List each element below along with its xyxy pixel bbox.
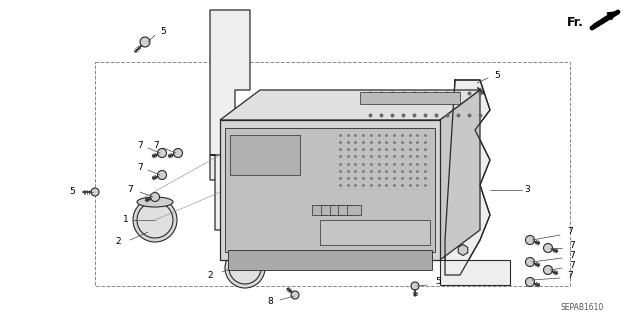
Text: Fr.: Fr. bbox=[566, 16, 584, 28]
Circle shape bbox=[372, 207, 408, 243]
Circle shape bbox=[543, 265, 552, 275]
Polygon shape bbox=[225, 128, 435, 252]
Circle shape bbox=[231, 236, 239, 244]
Circle shape bbox=[525, 257, 534, 266]
Text: SEPAB1610: SEPAB1610 bbox=[561, 302, 604, 311]
Polygon shape bbox=[458, 244, 468, 256]
Circle shape bbox=[421, 126, 429, 134]
Bar bbox=[339, 205, 352, 215]
Text: 7: 7 bbox=[127, 184, 133, 194]
Circle shape bbox=[366, 201, 414, 249]
Text: 7: 7 bbox=[569, 261, 575, 270]
Circle shape bbox=[421, 236, 429, 244]
Polygon shape bbox=[220, 120, 440, 260]
Circle shape bbox=[247, 187, 303, 243]
Text: 5: 5 bbox=[494, 70, 500, 79]
Polygon shape bbox=[239, 210, 247, 220]
Bar bbox=[228, 250, 432, 270]
Polygon shape bbox=[404, 248, 412, 258]
Circle shape bbox=[291, 291, 299, 299]
Polygon shape bbox=[210, 10, 250, 200]
Text: 7: 7 bbox=[137, 162, 143, 172]
Ellipse shape bbox=[229, 248, 261, 256]
Polygon shape bbox=[210, 155, 260, 230]
Circle shape bbox=[525, 235, 534, 244]
Circle shape bbox=[525, 278, 534, 286]
Text: 3: 3 bbox=[524, 186, 530, 195]
Bar bbox=[347, 205, 361, 215]
Polygon shape bbox=[239, 190, 247, 200]
Polygon shape bbox=[445, 80, 490, 275]
Text: 4: 4 bbox=[297, 145, 303, 154]
Circle shape bbox=[157, 170, 166, 180]
Circle shape bbox=[229, 252, 261, 284]
Circle shape bbox=[471, 81, 479, 89]
Bar bbox=[312, 205, 326, 215]
Polygon shape bbox=[283, 200, 291, 210]
Circle shape bbox=[411, 282, 419, 290]
Circle shape bbox=[231, 126, 239, 134]
Text: 8: 8 bbox=[267, 298, 273, 307]
Polygon shape bbox=[458, 180, 468, 190]
Polygon shape bbox=[220, 90, 480, 120]
Polygon shape bbox=[230, 135, 300, 175]
Text: 7: 7 bbox=[567, 227, 573, 236]
Circle shape bbox=[140, 37, 150, 47]
Circle shape bbox=[157, 149, 166, 158]
Circle shape bbox=[225, 248, 265, 288]
Text: 7: 7 bbox=[569, 241, 575, 249]
Text: 1: 1 bbox=[123, 216, 129, 225]
Polygon shape bbox=[458, 212, 468, 224]
Polygon shape bbox=[440, 90, 480, 260]
Bar bbox=[330, 205, 344, 215]
Text: 6: 6 bbox=[425, 241, 431, 249]
Text: 7: 7 bbox=[569, 250, 575, 259]
Text: 2: 2 bbox=[115, 238, 121, 247]
Circle shape bbox=[543, 243, 552, 253]
Text: 5: 5 bbox=[160, 27, 166, 36]
Circle shape bbox=[173, 149, 182, 158]
Circle shape bbox=[253, 193, 297, 237]
Circle shape bbox=[150, 192, 159, 202]
Polygon shape bbox=[239, 165, 247, 175]
Text: 5: 5 bbox=[69, 188, 75, 197]
Circle shape bbox=[133, 198, 177, 242]
Bar bbox=[95, 62, 570, 286]
Ellipse shape bbox=[137, 197, 173, 207]
Text: 6: 6 bbox=[260, 196, 266, 204]
Circle shape bbox=[91, 188, 99, 196]
Text: 7: 7 bbox=[567, 271, 573, 279]
Polygon shape bbox=[440, 260, 510, 285]
Text: 7: 7 bbox=[153, 140, 159, 150]
FancyArrow shape bbox=[593, 12, 616, 27]
Text: 2: 2 bbox=[207, 271, 213, 279]
Polygon shape bbox=[458, 145, 468, 155]
Text: 5: 5 bbox=[435, 278, 441, 286]
Polygon shape bbox=[458, 109, 468, 121]
Bar bbox=[360, 92, 460, 104]
Bar bbox=[321, 205, 335, 215]
Bar bbox=[320, 220, 430, 245]
Circle shape bbox=[137, 202, 173, 238]
Circle shape bbox=[267, 207, 283, 223]
Text: 7: 7 bbox=[137, 140, 143, 150]
